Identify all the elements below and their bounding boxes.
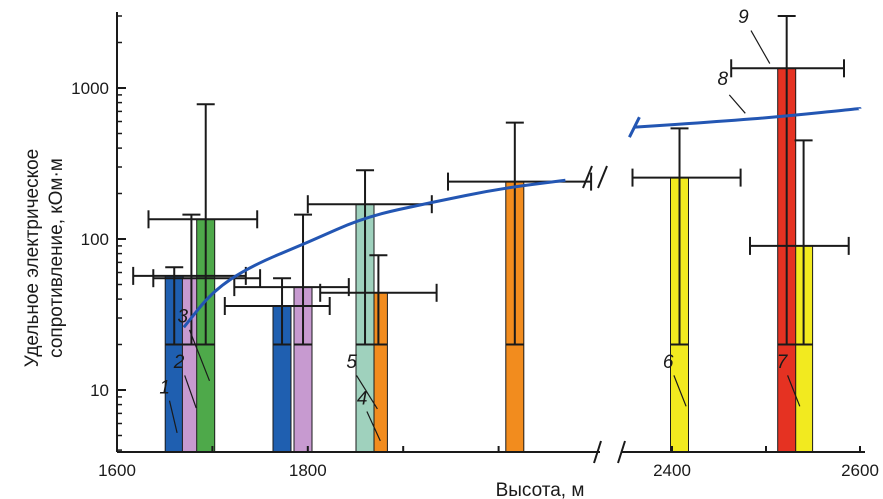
leader-line-5	[355, 375, 378, 410]
series-label-1: 1	[159, 377, 170, 398]
x-axis-title: Высота, м	[496, 480, 585, 499]
x-axis-break-mark-2	[617, 440, 626, 464]
series-label-8: 8	[718, 69, 729, 90]
x-tick-label-1800: 1800	[289, 461, 327, 480]
series-label-6: 6	[663, 352, 674, 373]
y-axis-title-line-1: Удельное электрическое	[22, 149, 43, 367]
x-tick-label-1600: 1600	[98, 461, 136, 480]
leader-line-6	[673, 375, 687, 407]
labels-layer: 10 100 1000 1600 1800 2400 2600 Высота, м Удельн…	[22, 7, 879, 499]
axes-layer	[116, 12, 865, 464]
y-tick-label-1000: 1000	[71, 79, 109, 98]
errorbar-break-mark-1	[582, 165, 593, 189]
series-label-5: 5	[346, 352, 357, 373]
x-axis-break-mark-1	[593, 440, 602, 464]
curve-8-segment-1	[634, 107, 862, 129]
leader-line-9	[750, 30, 771, 64]
x-tick-label-2600: 2600	[841, 461, 879, 480]
y-axis-title-line-2: сопротивление, кОм·м	[46, 158, 67, 358]
curve-8-segment-0	[182, 178, 566, 329]
series-label-4: 4	[357, 389, 368, 410]
errorbar-break-mark-2	[597, 165, 608, 189]
error-bars-layer	[132, 15, 850, 346]
y-tick-label-100: 100	[81, 230, 109, 249]
leader-line-4	[366, 411, 381, 442]
series-label-2: 2	[173, 352, 185, 373]
curve-8-break-mark	[628, 116, 641, 138]
leader-line-3	[188, 329, 211, 382]
leader-line-7	[787, 375, 801, 407]
series-label-7: 7	[777, 352, 789, 373]
leader-line-8	[728, 94, 746, 114]
y-axis-title: Удельное электрическое сопротивление, кОм…	[22, 149, 67, 367]
series-label-3: 3	[178, 307, 189, 328]
curve-layer	[182, 107, 862, 329]
series-label-9: 9	[738, 7, 749, 28]
y-tick-label-10: 10	[90, 381, 109, 400]
leader-line-2	[184, 375, 197, 409]
x-tick-label-2400: 2400	[653, 461, 691, 480]
leader-line-1	[168, 400, 178, 434]
